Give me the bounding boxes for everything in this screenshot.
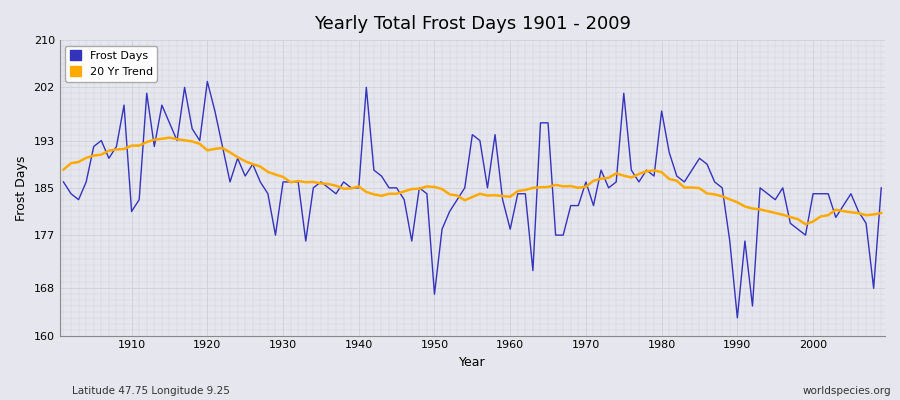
Legend: Frost Days, 20 Yr Trend: Frost Days, 20 Yr Trend xyxy=(65,46,158,82)
Title: Yearly Total Frost Days 1901 - 2009: Yearly Total Frost Days 1901 - 2009 xyxy=(314,15,631,33)
Text: Latitude 47.75 Longitude 9.25: Latitude 47.75 Longitude 9.25 xyxy=(72,386,230,396)
Text: worldspecies.org: worldspecies.org xyxy=(803,386,891,396)
Y-axis label: Frost Days: Frost Days xyxy=(15,155,28,220)
X-axis label: Year: Year xyxy=(459,356,486,369)
